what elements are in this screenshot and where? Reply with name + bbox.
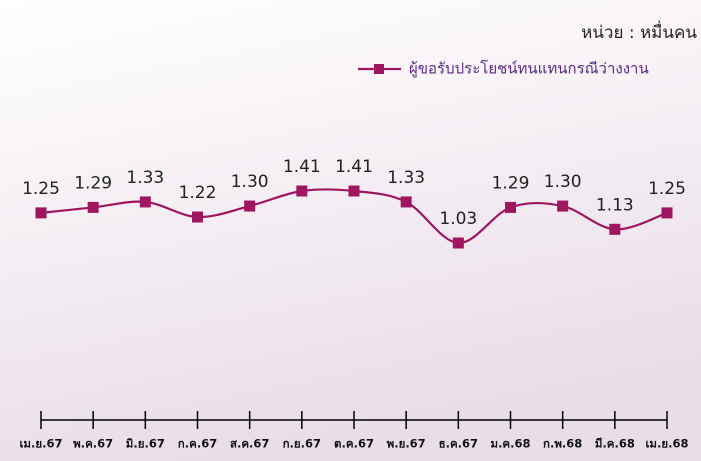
x-tick-label: ก.ย.67 — [283, 437, 321, 451]
x-tick-label: พ.ค.67 — [73, 437, 113, 451]
point-marker — [36, 207, 47, 218]
data-label: 1.25 — [22, 179, 60, 199]
data-label: 1.33 — [126, 168, 164, 188]
data-label: 1.41 — [283, 157, 321, 177]
point-marker — [662, 207, 673, 218]
point-marker — [140, 196, 151, 207]
point-marker — [609, 224, 620, 235]
x-tick-label: เม.ย.68 — [646, 437, 689, 451]
data-label: 1.22 — [179, 183, 217, 203]
data-label: 1.03 — [439, 209, 477, 229]
data-label: 1.33 — [387, 168, 425, 188]
point-marker — [505, 202, 516, 213]
x-tick-label: ส.ค.67 — [230, 437, 269, 451]
point-marker — [88, 202, 99, 213]
data-label: 1.13 — [596, 195, 634, 215]
unit-note: หน่วย : หมื่นคน — [581, 20, 697, 43]
point-marker — [244, 201, 255, 212]
x-tick-label: ธ.ค.67 — [439, 437, 478, 451]
data-label: 1.29 — [74, 173, 112, 193]
point-marker — [349, 186, 360, 197]
data-label: 1.29 — [492, 173, 530, 193]
data-label: 1.25 — [648, 179, 686, 199]
legend-label: ผู้ขอรับประโยชน์ทนแทนกรณีว่างงาน — [409, 60, 649, 78]
x-tick-label: ก.ค.67 — [178, 437, 217, 451]
x-tick-label: มิ.ย.67 — [126, 437, 165, 451]
x-tick-label: มี.ค.68 — [595, 437, 635, 451]
point-marker — [296, 186, 307, 197]
point-marker — [401, 196, 412, 207]
x-tick-label: ม.ค.68 — [490, 437, 530, 451]
x-tick-label: ก.พ.68 — [543, 437, 582, 451]
x-tick-label: ต.ค.67 — [334, 437, 374, 451]
x-tick-label: พ.ย.67 — [387, 437, 426, 451]
point-marker — [557, 201, 568, 212]
data-label: 1.41 — [335, 157, 373, 177]
x-tick-label: เม.ย.67 — [20, 437, 63, 451]
chart: หน่วย : หมื่นคน เม.ย.67 พ.ค.67 มิ.ย.67 ก.ค.… — [0, 0, 701, 461]
point-marker — [453, 238, 464, 249]
data-label: 1.30 — [231, 172, 269, 192]
legend-marker — [374, 64, 384, 74]
point-marker — [192, 212, 203, 223]
data-label: 1.30 — [544, 172, 582, 192]
